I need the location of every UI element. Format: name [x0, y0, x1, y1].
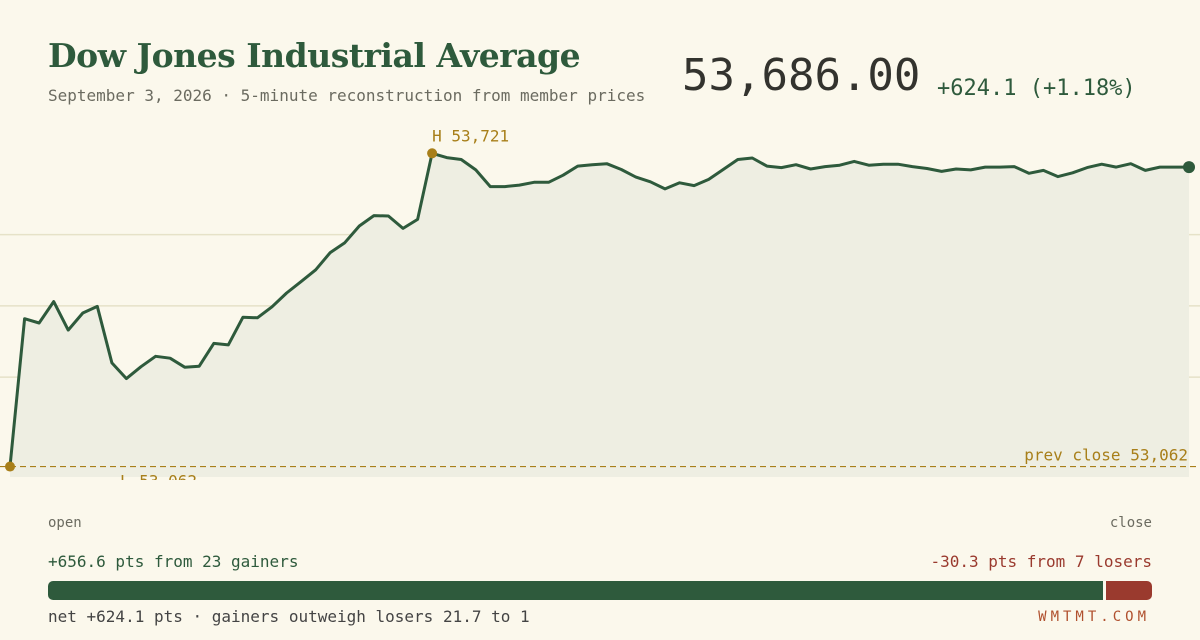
last-price-marker [1183, 161, 1195, 174]
page-title: Dow Jones Industrial Average [48, 36, 581, 75]
low-label: L 53,062 [120, 472, 197, 480]
breadth-bar-losers [1106, 581, 1152, 600]
gainers-summary: +656.6 pts from 23 gainers [48, 552, 299, 571]
page-subtitle: September 3, 2026 · 5-minute reconstruct… [48, 86, 646, 105]
price-change: +624.1 (+1.18%) [937, 76, 1136, 101]
breadth-bar [48, 581, 1152, 600]
brand-logo: WMTMT.COM [1038, 609, 1150, 625]
x-start-label: open [48, 515, 82, 531]
low-marker [5, 461, 15, 472]
high-label: H 53,721 [432, 130, 509, 145]
losers-summary: -30.3 pts from 7 losers [930, 552, 1152, 571]
prev-close-label: prev close 53,062 [1024, 446, 1188, 465]
net-summary: net +624.1 pts · gainers outweigh losers… [48, 607, 530, 626]
price-line [8, 151, 1191, 468]
last-price: 53,686.00 [682, 50, 921, 101]
intraday-chart: prev close 53,062 L 53,062 H 53,721 [0, 130, 1200, 480]
x-end-label: close [1109, 515, 1152, 531]
high-marker [427, 148, 438, 159]
breadth-bar-gainers [48, 581, 1104, 600]
price-area [10, 153, 1189, 478]
